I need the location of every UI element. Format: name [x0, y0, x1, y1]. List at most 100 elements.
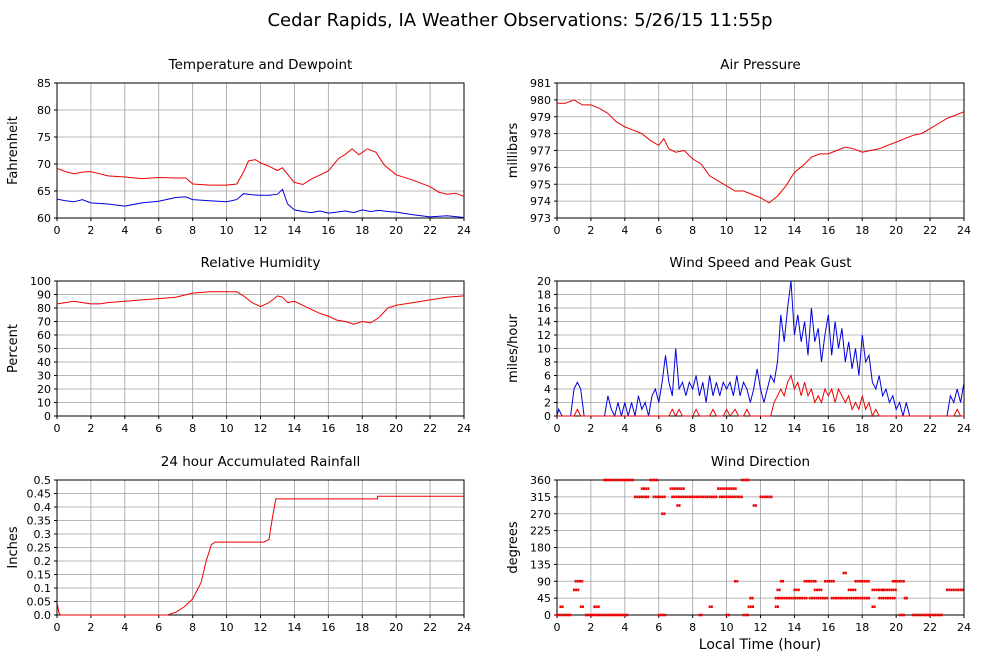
scatter-point [887, 596, 890, 600]
scatter-point [710, 495, 713, 499]
scatter-point [587, 613, 590, 617]
scatter-point [813, 588, 816, 592]
scatter-point [680, 495, 683, 499]
x-tick-label: 18 [355, 224, 369, 237]
scatter-point [617, 613, 620, 617]
y-tick-label: 2 [544, 397, 551, 410]
y-tick-label: 315 [530, 491, 551, 504]
scatter-point [569, 613, 572, 617]
scatter-point [655, 478, 658, 482]
y-tick-label: 974 [530, 195, 551, 208]
y-tick-label: 973 [530, 212, 551, 225]
scatter-point [863, 579, 866, 583]
scatter-point [600, 613, 603, 617]
x-tick-label: 2 [587, 224, 594, 237]
scatter-point [898, 579, 901, 583]
x-tick-label: 8 [189, 422, 196, 435]
scatter-point [610, 478, 613, 482]
scatter-point [581, 579, 584, 583]
y-tick-label: 978 [530, 128, 551, 141]
scatter-point [747, 605, 750, 609]
scatter-point [615, 613, 618, 617]
scatter-point [902, 613, 905, 617]
scatter-point [843, 596, 846, 600]
scatter-point [634, 495, 637, 499]
x-tick-label: 10 [720, 422, 734, 435]
scatter-point [779, 596, 782, 600]
scatter-point [779, 579, 782, 583]
y-tick-label: 65 [37, 185, 51, 198]
x-tick-label: 12 [254, 621, 268, 634]
scatter-point [759, 495, 762, 499]
scatter-point [579, 579, 582, 583]
y-tick-label: 0 [544, 410, 551, 423]
scatter-point [676, 504, 679, 507]
x-tick-label: 24 [457, 224, 471, 237]
x-tick-label: 0 [554, 621, 561, 634]
x-tick-label: 8 [189, 224, 196, 237]
scatter-point [618, 478, 621, 482]
scatter-point [835, 596, 838, 600]
panel-title: Wind Direction [711, 454, 810, 470]
scatter-point [613, 613, 616, 617]
scatter-point [859, 596, 862, 600]
scatter-point [878, 588, 881, 592]
x-tick-label: 12 [754, 422, 768, 435]
x-tick-label: 8 [689, 621, 696, 634]
x-tick-label: 0 [554, 422, 561, 435]
scatter-point [902, 579, 905, 583]
scatter-point [798, 596, 801, 600]
scatter-point [678, 504, 681, 507]
x-tick-label: 22 [923, 422, 937, 435]
scatter-point [801, 596, 804, 600]
x-tick-label: 12 [254, 224, 268, 237]
scatter-point [678, 487, 681, 490]
scatter-point [642, 487, 645, 490]
scatter-point [815, 588, 818, 592]
scatter-point [752, 504, 755, 507]
scatter-point [645, 487, 648, 490]
y-tick-label: 0.05 [27, 596, 52, 609]
scatter-point [736, 579, 739, 583]
x-tick-label: 22 [923, 621, 937, 634]
x-tick-label: 20 [389, 422, 403, 435]
y-tick-label: 30 [37, 370, 51, 383]
scatter-point [778, 588, 781, 592]
x-tick-label: 18 [355, 621, 369, 634]
y-tick-label: 977 [530, 145, 551, 158]
scatter-point [774, 605, 777, 609]
x-tick-label: 24 [457, 422, 471, 435]
scatter-point [572, 588, 575, 592]
scatter-point [556, 613, 558, 617]
y-tick-label: 14 [537, 316, 551, 329]
x-tick-label: 6 [655, 224, 662, 237]
y-tick-label: 6 [544, 370, 551, 383]
scatter-point [854, 596, 857, 600]
x-tick-label: 0 [54, 422, 61, 435]
scatter-point [677, 495, 680, 499]
x-tick-label: 18 [355, 422, 369, 435]
y-tick-label: 0.5 [34, 474, 52, 487]
scatter-point [671, 495, 674, 499]
x-tick-label: 16 [821, 422, 835, 435]
scatter-point [598, 613, 601, 617]
scatter-point [749, 596, 752, 600]
scatter-point [931, 613, 934, 617]
scatter-point [813, 596, 816, 600]
scatter-point [891, 579, 894, 583]
scatter-point [934, 613, 937, 617]
scatter-point [929, 613, 932, 617]
x-tick-label: 24 [957, 621, 971, 634]
scatter-point [659, 613, 662, 617]
scatter-point [651, 478, 654, 482]
x-tick-label: 10 [720, 621, 734, 634]
scatter-point [728, 487, 731, 490]
scatter-point [638, 495, 641, 499]
y-tick-label: 85 [37, 77, 51, 90]
scatter-point [852, 596, 855, 600]
scatter-point [898, 613, 901, 617]
scatter-point [766, 495, 769, 499]
scatter-point [662, 613, 665, 617]
scatter-point [781, 596, 784, 600]
